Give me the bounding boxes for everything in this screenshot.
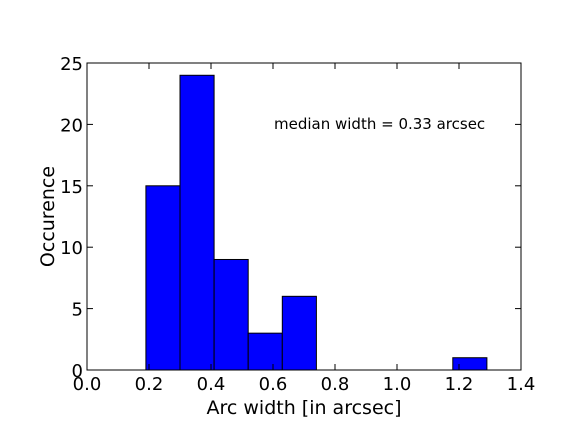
histogram-bar xyxy=(281,295,317,371)
bars-layer xyxy=(145,74,488,371)
y-tick-label: 10 xyxy=(60,238,83,259)
y-tick-label: 25 xyxy=(60,54,83,75)
plot-frame xyxy=(86,62,522,371)
x-tick-label: 0.4 xyxy=(197,374,226,395)
histogram-bar xyxy=(145,185,181,371)
median-annotation: median width = 0.33 arcsec xyxy=(274,115,485,133)
x-tick-label: 0.6 xyxy=(259,374,288,395)
x-tick-label: 1.2 xyxy=(445,374,474,395)
y-tick-label: 20 xyxy=(60,115,83,136)
x-axis-label: Arc width [in arcsec] xyxy=(207,397,402,419)
y-axis-label: Occurence xyxy=(37,166,59,267)
x-tick-label: 0.0 xyxy=(73,374,102,395)
histogram-bar xyxy=(452,357,488,371)
ticks-layer: 0.0 0.2 0.4 0.6 0.8 1.0 1.2 1.4 0 5 10 15 20 25 xyxy=(60,54,535,395)
x-tick-label: 0.8 xyxy=(321,374,350,395)
histogram-bar xyxy=(213,258,249,371)
x-tick-label: 0.2 xyxy=(135,374,164,395)
y-tick-label: 5 xyxy=(72,300,83,321)
histogram-bar xyxy=(179,74,215,371)
histogram-bar xyxy=(247,332,283,371)
y-tick-label: 15 xyxy=(60,177,83,198)
x-tick-label: 1.4 xyxy=(507,374,536,395)
x-tick-label: 1.0 xyxy=(383,374,412,395)
y-tick-label: 0 xyxy=(72,361,83,382)
